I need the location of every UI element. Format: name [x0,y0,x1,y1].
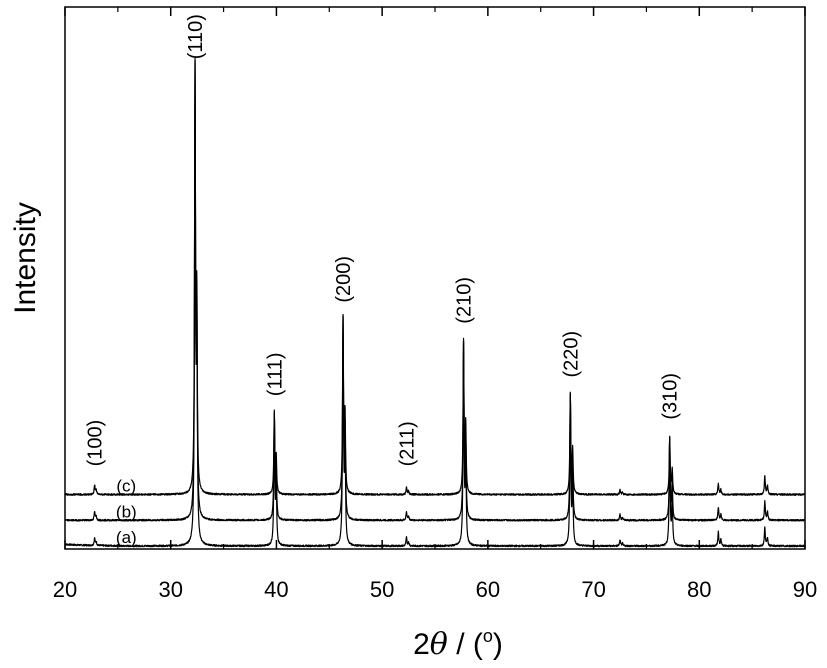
trace-line [64,59,806,522]
x-axis-title-close: ) [493,628,503,661]
y-axis-title: Intensity [9,202,42,314]
x-axis-title-degree: o [483,626,493,646]
peak-annotations: (100) (110) (111) (200) (211) (210) (220) (310) [85,14,682,466]
trace-label: (b) [116,502,137,521]
x-ticks: 20 30 40 50 60 70 80 90 [53,7,817,602]
peak-annotation: (210) [454,277,476,324]
traces [64,57,806,548]
x-tick-label: 20 [53,577,77,602]
x-axis-title-slash: / ( [448,628,483,661]
x-tick-label: 50 [370,577,394,602]
x-axis-title-prefix: 2 [413,628,430,661]
plot-frame [64,6,806,550]
x-tick-label: 40 [264,577,288,602]
peak-annotation: (111) [264,352,286,396]
x-axis-title: 2θ / (o) [413,626,503,662]
peak-annotation: (110) [185,14,207,59]
trace-line [64,60,806,496]
peak-annotation: (220) [560,331,582,378]
peak-annotation: (310) [660,373,682,420]
peak-annotation: (211) [397,421,419,466]
trace-label: (c) [116,477,136,496]
x-tick-label: 30 [158,577,182,602]
x-tick-label: 70 [581,577,605,602]
x-tick-label: 60 [476,577,500,602]
trace-labels: (a) (b) (c) [116,477,137,547]
trace-line [64,57,806,548]
peak-annotation: (100) [85,420,107,467]
x-tick-label: 90 [793,577,817,602]
x-axis-title-theta: θ [430,627,448,662]
peak-annotation: (200) [333,256,355,303]
x-tick-label: 80 [687,577,711,602]
trace-label: (a) [116,528,137,547]
